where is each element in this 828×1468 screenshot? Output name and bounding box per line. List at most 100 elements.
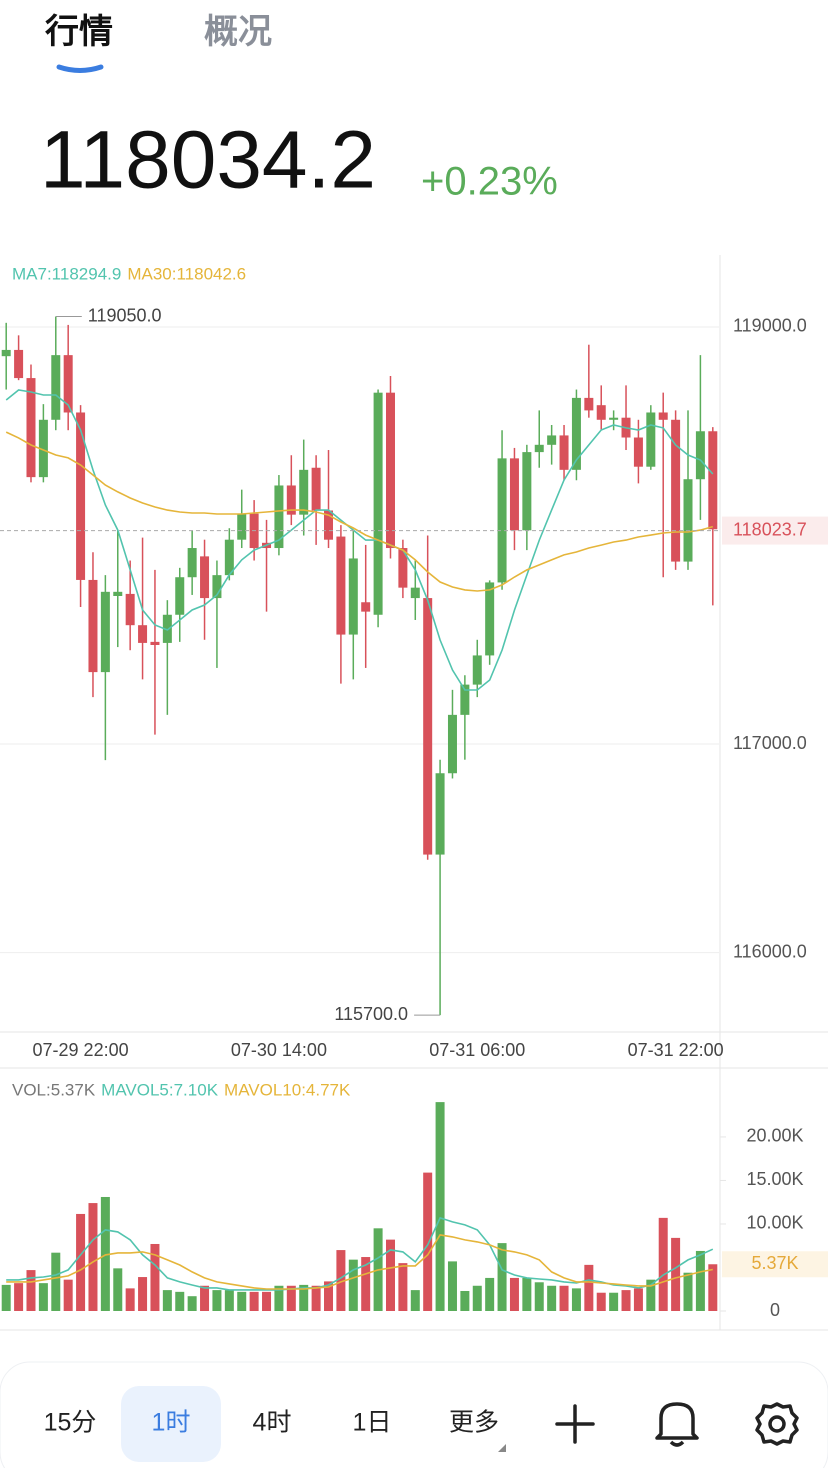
candle-body	[559, 435, 569, 470]
volume-bar	[324, 1281, 334, 1311]
tab-overview[interactable]: 概况	[204, 13, 272, 51]
candle-body	[162, 614, 172, 643]
alert-button[interactable]	[655, 1402, 699, 1447]
volume-bar	[125, 1288, 135, 1311]
candle-body	[497, 458, 507, 583]
x-tick-label: 07-31 22:00	[628, 1040, 724, 1060]
last-price: 118034.2	[40, 115, 376, 206]
volume-bar	[423, 1172, 433, 1311]
volume-bar	[175, 1291, 185, 1311]
legend-entry: MA30:118042.6	[127, 264, 246, 283]
ma-line	[5, 431, 714, 592]
volume-bar	[658, 1217, 668, 1311]
volume-bar	[633, 1288, 643, 1311]
candle-body	[361, 602, 371, 612]
current-volume-tag	[722, 1251, 828, 1278]
volume-bar	[559, 1285, 569, 1311]
candle-body	[63, 355, 73, 413]
candle-body	[534, 444, 544, 453]
toolbar-items: 15分 1时 4时 1日 更多	[44, 1386, 499, 1462]
volume-legend: VOL:5.37K	[12, 1080, 96, 1099]
y-tick-label: 20.00K	[746, 1126, 803, 1146]
volume-bar	[435, 1102, 445, 1311]
volume-bar	[38, 1283, 48, 1311]
current-volume-label: 5.37K	[751, 1253, 798, 1273]
ma-line	[5, 389, 714, 691]
candle-body	[88, 579, 98, 673]
volume-bar	[584, 1264, 594, 1311]
volume-bar	[609, 1292, 619, 1311]
candle-body	[522, 452, 532, 531]
volume-bar	[150, 1243, 160, 1311]
volume-bar	[212, 1290, 222, 1311]
volume-bar	[51, 1252, 61, 1311]
volume-bar	[695, 1250, 705, 1311]
volume-bar	[100, 1196, 110, 1311]
volume-bar	[683, 1272, 693, 1311]
volume-bar	[596, 1292, 606, 1311]
x-tick-label: 07-29 22:00	[33, 1040, 129, 1060]
legend-entry: MA7:118294.9	[12, 264, 121, 283]
more-indicator	[498, 1444, 506, 1452]
candle-body	[460, 684, 470, 715]
volume-bar	[187, 1296, 197, 1311]
legend-entry: MAVOL10:4.77K	[224, 1080, 351, 1099]
candle-body	[38, 419, 48, 478]
volume-bar	[497, 1243, 507, 1311]
volume-bar	[138, 1277, 148, 1311]
interval-button[interactable]: 1时	[152, 1409, 191, 1437]
candle-body	[584, 397, 594, 411]
volume-bar	[113, 1268, 123, 1311]
add-button[interactable]	[555, 1404, 595, 1444]
candle-body	[237, 513, 247, 540]
volume-bar	[1, 1284, 11, 1311]
interval-highlight	[121, 1386, 221, 1462]
extreme-label: 115700.0	[334, 1004, 408, 1024]
candle-body	[509, 458, 519, 531]
volume-bar	[274, 1285, 284, 1311]
volume-bar	[76, 1213, 86, 1311]
volume-bar	[249, 1291, 259, 1311]
ma-line	[6, 1216, 714, 1291]
candle-body	[596, 405, 606, 420]
interval-button[interactable]: 1日	[353, 1409, 392, 1437]
candle-body	[138, 625, 148, 643]
candle-body	[633, 437, 643, 467]
candle-body	[26, 378, 36, 478]
interval-button[interactable]: 4时	[253, 1409, 292, 1437]
candle-body	[609, 417, 619, 420]
tab-market[interactable]: 行情	[45, 13, 113, 51]
volume-bar	[26, 1270, 36, 1311]
volume-bar	[200, 1285, 210, 1311]
candle-body	[150, 641, 160, 645]
volume-bar	[398, 1263, 408, 1311]
volume-bar	[460, 1290, 470, 1311]
candle-body	[336, 536, 346, 635]
volume-bar	[447, 1261, 457, 1311]
candle-body	[348, 558, 358, 635]
extreme-label: 119050.0	[88, 305, 162, 325]
candle-body	[311, 467, 321, 511]
candle-body	[76, 412, 86, 580]
candle-body	[410, 587, 420, 599]
candle-body	[695, 431, 705, 480]
volume-bar	[571, 1288, 581, 1311]
y-tick-label: 117000.0	[733, 733, 807, 753]
candle-body	[472, 655, 482, 685]
volume-bar	[63, 1279, 73, 1311]
settings-button[interactable]	[755, 1402, 799, 1446]
candle-body	[274, 485, 284, 549]
tab-underline	[56, 64, 104, 73]
interval-button[interactable]: 15分	[44, 1409, 97, 1437]
volume-bar	[88, 1203, 98, 1311]
candle-body	[1, 349, 11, 357]
volume-bar	[671, 1237, 681, 1311]
volume-bar	[534, 1282, 544, 1311]
y-tick-label: 10.00K	[746, 1213, 803, 1233]
interval-button[interactable]: 更多	[449, 1409, 499, 1437]
current-price-label: 118023.7	[733, 519, 807, 539]
current-price-tag	[722, 516, 828, 545]
volume-bar	[522, 1277, 532, 1311]
candle-body	[658, 412, 668, 420]
candle-body	[571, 397, 581, 470]
